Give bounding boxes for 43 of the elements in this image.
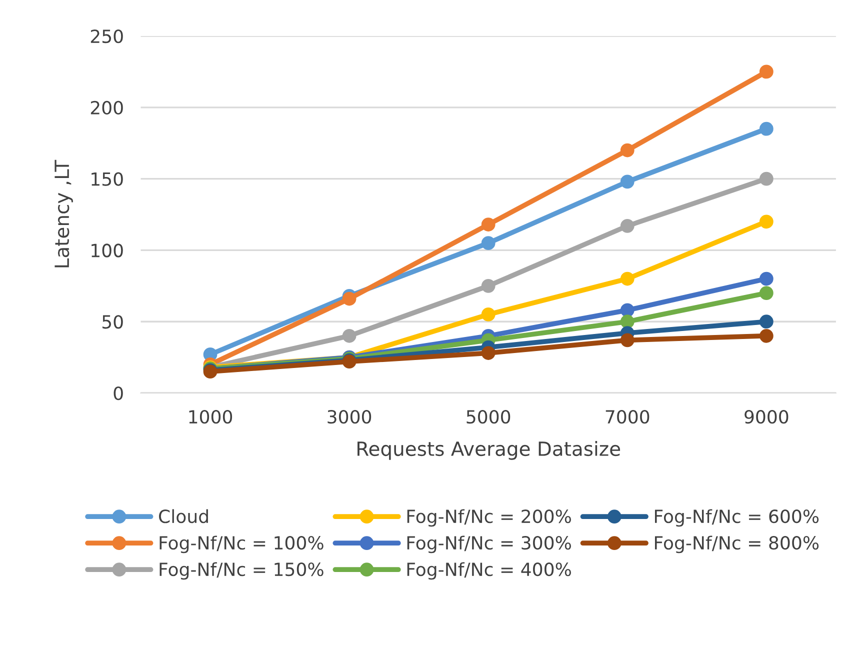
- legend-label: Fog-Nf/Nc = 800%: [654, 536, 819, 554]
- point: [620, 143, 634, 158]
- point: [620, 174, 634, 189]
- point: [759, 122, 774, 136]
- point: [481, 346, 496, 360]
- y-tick-label: 100: [92, 244, 123, 258]
- point: [342, 328, 356, 343]
- legend-label: Cloud: [159, 509, 208, 524]
- legend-label: Fog-Nf/Nc = 600%: [654, 509, 819, 527]
- legend-label: Fog-Nf/Nc = 300%: [407, 536, 571, 554]
- point: [481, 308, 496, 322]
- point: [620, 333, 634, 348]
- x-axis-title: Requests Average Datasize: [358, 441, 620, 460]
- y-tick-label: 250: [90, 29, 123, 44]
- y-tick-label: 50: [102, 315, 123, 329]
- point: [759, 272, 774, 286]
- y-axis-title: Latency ,LT: [54, 160, 73, 268]
- point: [759, 172, 774, 186]
- point: [481, 278, 496, 293]
- x-tick-label: 9000: [744, 410, 788, 424]
- legend-label: Fog-Nf/Nc = 200%: [407, 509, 571, 527]
- point: [620, 314, 634, 329]
- point: [759, 64, 774, 79]
- point: [759, 314, 774, 329]
- legend-label: Fog-Nf/Nc = 400%: [407, 562, 571, 580]
- y-tick-label: 150: [92, 172, 123, 186]
- point: [342, 292, 356, 306]
- y-tick-label: 200: [90, 100, 123, 115]
- x-tick-label: 5000: [466, 410, 510, 424]
- legend-label: Fog-Nf/Nc = 100%: [160, 536, 324, 554]
- point: [759, 286, 774, 300]
- point: [481, 218, 496, 232]
- x-tick-label: 1000: [189, 410, 232, 424]
- point: [620, 218, 634, 233]
- point: [759, 328, 774, 343]
- x-tick-label: 7000: [606, 410, 650, 424]
- x-tick-label: 3000: [328, 410, 372, 424]
- legend-label: Fog-Nf/Nc = 150%: [160, 562, 324, 580]
- y-tick-label: 0: [114, 386, 123, 400]
- point: [620, 303, 634, 318]
- point: [620, 272, 634, 286]
- point: [481, 236, 496, 250]
- point: [759, 214, 774, 229]
